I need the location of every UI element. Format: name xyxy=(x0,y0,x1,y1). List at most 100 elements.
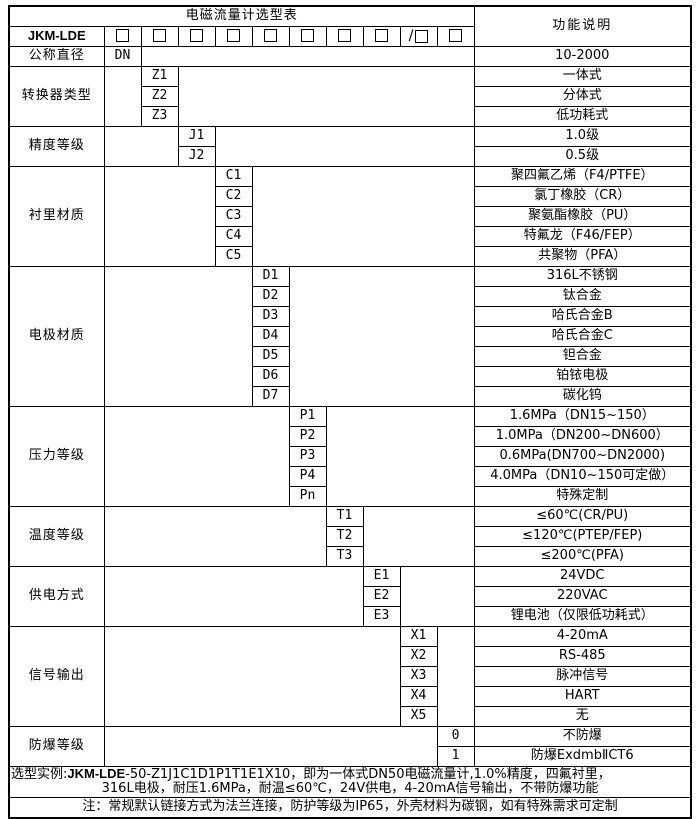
checkbox[interactable] xyxy=(449,29,462,43)
code-checkbox-cell xyxy=(103,26,142,47)
code-cell: C3 xyxy=(214,206,253,227)
slash-separator: / xyxy=(408,27,414,44)
code-cell: D6 xyxy=(251,366,290,387)
selection-example: 选型实例:JKM-LDE-50-Z1J1C1D1P1T1E1X10，即为一体式D… xyxy=(8,766,692,798)
description-cell: 哈氏合金C xyxy=(473,326,692,347)
table-row: P3 0.6MPa(DN700~DN2000) xyxy=(9,446,692,467)
description-cell: ≤60℃(CR/PU) xyxy=(473,506,692,527)
table-row: 1 防爆ExdmbⅡCT6 xyxy=(9,746,692,767)
model-prefix: JKM-LDE xyxy=(8,26,105,47)
empty-cell xyxy=(325,406,475,507)
description-cell: 1.6MPa（DN15~150） xyxy=(473,406,692,427)
table-row: 电极材质 D1 316L不锈钢 xyxy=(8,266,692,407)
dn-row: 公称直径 DN 10-2000 xyxy=(8,46,692,67)
description-cell: 特殊定制 xyxy=(473,486,692,507)
checkbox[interactable] xyxy=(190,29,203,43)
table-row: 压力等级 P1 1.6MPa（DN15~150） xyxy=(8,406,692,507)
code-cell: X2 xyxy=(399,646,438,667)
code-cell: C5 xyxy=(214,246,253,267)
category-label: 供电方式 xyxy=(8,566,105,627)
category-label: 防爆等级 xyxy=(8,726,105,767)
code-cell: T1 xyxy=(325,506,364,527)
code-checkbox-cell xyxy=(325,26,364,47)
checkbox[interactable] xyxy=(227,29,240,43)
code-cell: P3 xyxy=(288,446,327,467)
empty-cell xyxy=(103,506,327,567)
code-cell: J2 xyxy=(177,146,216,167)
checkbox[interactable] xyxy=(153,29,166,43)
code-cell: E2 xyxy=(362,586,401,607)
example-text: -50-Z1J1C1D1P1T1E1X10，即为一体式DN50电磁流量计,1.0… xyxy=(125,767,611,782)
description-cell: 防爆ExdmbⅡCT6 xyxy=(473,746,692,767)
description-cell: 聚四氟乙烯（F4/PTFE） xyxy=(473,166,692,187)
code-cell: D2 xyxy=(251,286,290,307)
code-cell: C4 xyxy=(214,226,253,247)
table-row: T3 ≤200℃(PFA) xyxy=(9,546,692,567)
code-cell: Pn xyxy=(288,486,327,507)
table-row: J2 0.5级 xyxy=(9,146,692,167)
description-cell: 24VDC xyxy=(473,566,692,587)
category-label-dn: 公称直径 xyxy=(8,46,105,67)
note-text: 注：常规默认链接方式为法兰连接，防护等级为IP65，外壳材料为碳钢，如有特殊需求… xyxy=(8,796,692,819)
code-cell: J1 xyxy=(177,126,216,147)
description-cell: 不防爆 xyxy=(473,726,692,747)
empty-cell xyxy=(288,266,475,407)
table-row: 温度等级 T1 ≤60℃(CR/PU) xyxy=(8,506,692,567)
checkbox[interactable] xyxy=(375,29,388,43)
description-cell: HART xyxy=(473,686,692,707)
empty-cell xyxy=(251,166,475,267)
description-cell: 220VAC xyxy=(473,586,692,607)
checkbox[interactable] xyxy=(264,29,277,43)
description-cell: 316L不锈钢 xyxy=(473,266,692,287)
description-cell: 氯丁橡胶（CR） xyxy=(473,186,692,207)
table-title: 电磁流量计选型表 xyxy=(8,5,475,27)
empty-cell xyxy=(177,66,475,127)
code-cell: D1 xyxy=(251,266,290,287)
description-cell: 10-2000 xyxy=(473,46,692,67)
description-cell: 0.5级 xyxy=(473,146,692,167)
description-cell: 4-20mA xyxy=(473,626,692,647)
code-cell: X5 xyxy=(399,706,438,727)
code-cell: Z2 xyxy=(140,86,179,107)
code-cell: X3 xyxy=(399,666,438,687)
code-cell: D7 xyxy=(251,386,290,407)
example-label: 选型实例: xyxy=(11,767,68,782)
code-cell: P1 xyxy=(288,406,327,427)
table-row: 衬里材质 C1 聚四氟乙烯（F4/PTFE） xyxy=(8,166,692,267)
description-cell: 4.0MPa（DN10~150可定做） xyxy=(473,466,692,487)
code-cell: E3 xyxy=(362,606,401,627)
description-cell: 哈氏合金B xyxy=(473,306,692,327)
empty-cell xyxy=(103,66,142,127)
description-cell: 碳化钨 xyxy=(473,386,692,407)
table-row: Z3 低功耗式 xyxy=(9,106,692,127)
checkbox[interactable] xyxy=(116,29,129,43)
category-label: 信号输出 xyxy=(8,626,105,727)
code-checkbox-cell xyxy=(177,26,216,47)
table-row: X3 脉冲信号 xyxy=(9,666,692,687)
empty-cell xyxy=(140,46,475,67)
code-checkbox-cell xyxy=(140,26,179,47)
code-checkbox-cell xyxy=(436,26,475,47)
checkbox[interactable] xyxy=(301,29,314,43)
description-cell: 1.0MPa（DN200~DN600） xyxy=(473,426,692,447)
checkbox[interactable] xyxy=(415,29,429,43)
code-cell: 1 xyxy=(436,746,475,767)
category-label: 温度等级 xyxy=(8,506,105,567)
description-cell: 特氟龙（F46/FEP） xyxy=(473,226,692,247)
code-cell: Z1 xyxy=(140,66,179,87)
description-cell: 无 xyxy=(473,706,692,727)
code-checkbox-cell-slash: / xyxy=(399,26,438,47)
code-cell: X4 xyxy=(399,686,438,707)
description-cell: 一体式 xyxy=(473,66,692,87)
table-row: 精度等级 J1 1.0级 xyxy=(8,126,692,167)
code-cell: Z3 xyxy=(140,106,179,127)
code-cell: D4 xyxy=(251,326,290,347)
code-cell: E1 xyxy=(362,566,401,587)
code-cell: D5 xyxy=(251,346,290,367)
description-cell: 低功耗式 xyxy=(473,106,692,127)
table-row: 信号输出 X1 4-20mA xyxy=(8,626,692,727)
checkbox[interactable] xyxy=(338,29,351,43)
description-cell: 1.0级 xyxy=(473,126,692,147)
empty-cell xyxy=(103,126,179,167)
